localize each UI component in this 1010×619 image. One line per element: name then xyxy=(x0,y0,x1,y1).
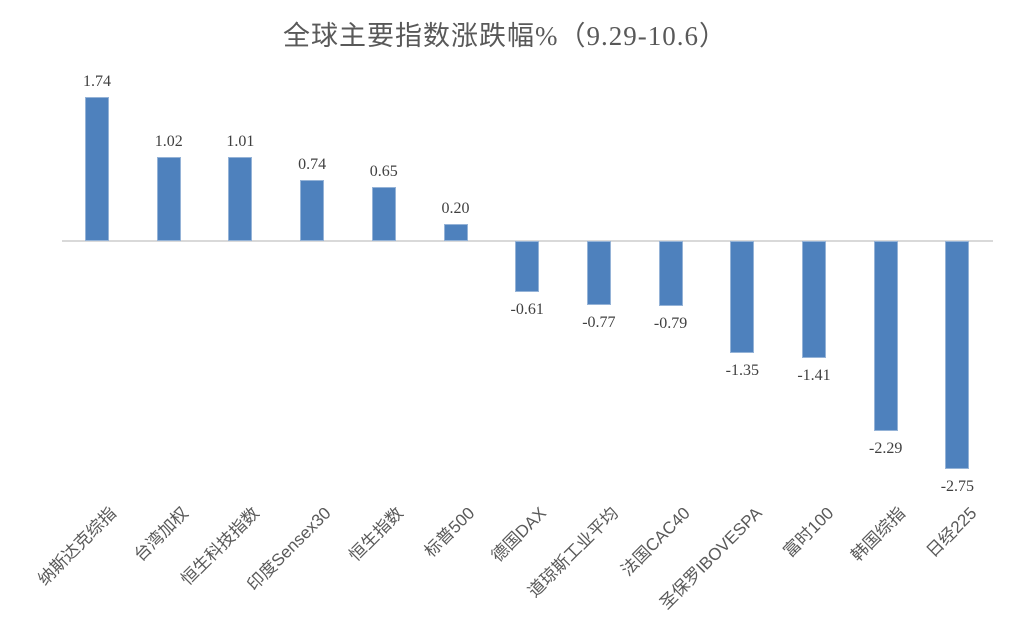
category-label-text: 恒生指数 xyxy=(345,503,407,566)
value-label: -2.75 xyxy=(940,478,975,495)
value-label: -2.29 xyxy=(869,440,903,457)
bar xyxy=(85,97,109,241)
value-label: 0.65 xyxy=(369,163,398,180)
value-label: 1.01 xyxy=(226,133,255,150)
category-label-text: 富时100 xyxy=(779,503,837,562)
bar xyxy=(156,157,181,241)
value-label: 0.74 xyxy=(298,156,327,173)
category-label-text: 标普500 xyxy=(420,503,479,562)
value-label: 0.20 xyxy=(441,200,470,217)
bar xyxy=(586,241,611,305)
value-label: -0.77 xyxy=(582,314,616,331)
bar xyxy=(443,224,468,241)
value-label: 1.02 xyxy=(154,133,183,150)
value-label: 1.74 xyxy=(83,73,111,90)
bar xyxy=(515,241,540,292)
category-label-text: 台湾加权 xyxy=(130,503,192,566)
chart-title: 全球主要指数涨跌幅%（9.29-10.6） xyxy=(283,21,727,51)
bar xyxy=(371,187,396,241)
bar xyxy=(873,241,898,431)
bar xyxy=(228,157,253,241)
bar xyxy=(658,241,683,306)
value-label: -0.61 xyxy=(510,301,544,318)
value-label: -1.41 xyxy=(797,367,831,384)
category-label-text: 日经225 xyxy=(922,503,981,562)
category-label-text: 纳斯达克综指 xyxy=(34,503,120,590)
bar xyxy=(300,180,325,241)
value-label: -0.79 xyxy=(653,315,688,332)
category-label-text: 韩国综指 xyxy=(847,503,909,566)
bar xyxy=(945,241,970,469)
bar xyxy=(730,241,755,353)
value-label: -1.35 xyxy=(725,362,759,379)
bar xyxy=(802,241,826,358)
category-label-text: 德国DAX xyxy=(487,503,551,566)
